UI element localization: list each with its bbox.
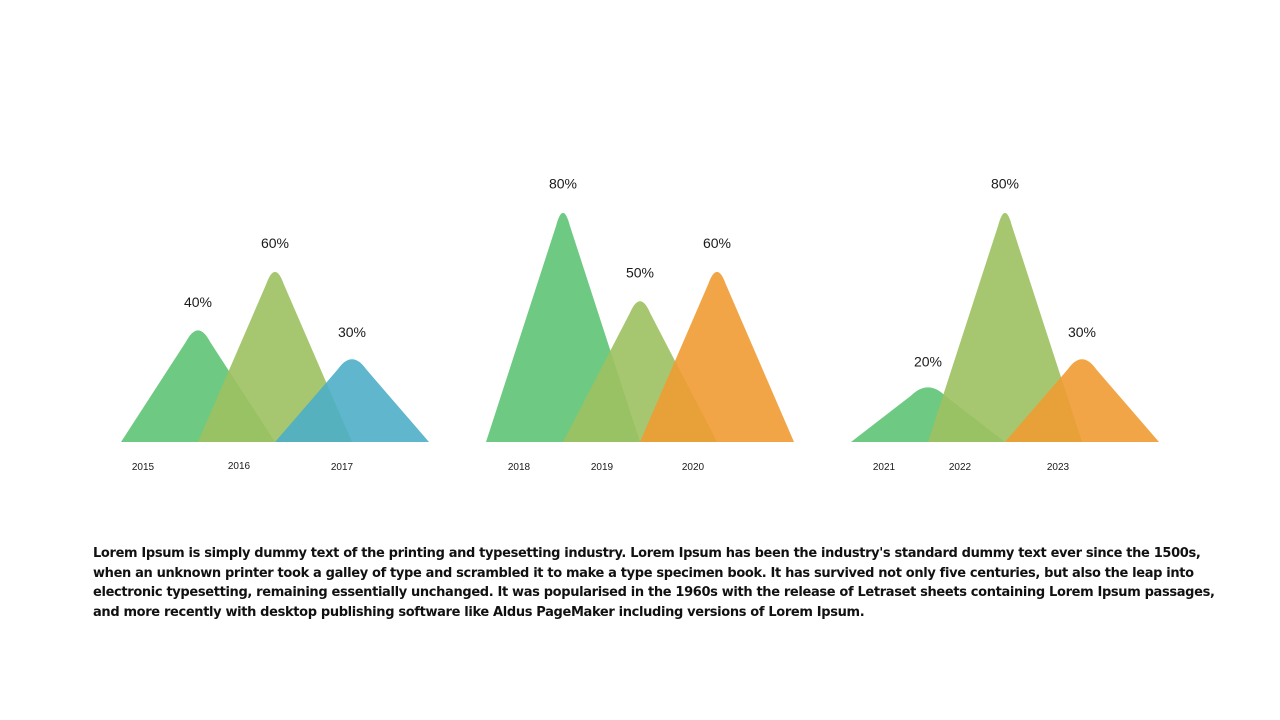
caption-text: Lorem Ipsum is simply dummy text of the … xyxy=(93,546,1215,620)
peak-2017 xyxy=(275,359,429,442)
value-label-2022: 80% xyxy=(991,175,1019,191)
year-label-2022: 2022 xyxy=(949,462,972,473)
value-label-2015: 40% xyxy=(184,294,212,310)
value-label-2018: 80% xyxy=(549,175,577,191)
year-label-2015: 2015 xyxy=(132,462,155,473)
year-label-2023: 2023 xyxy=(1047,462,1070,473)
chart-group-2: 80% 2018 50% 2019 60% 2020 xyxy=(486,175,794,473)
peak-2022 xyxy=(928,212,1082,442)
value-label-2020: 60% xyxy=(703,235,731,251)
value-label-2023: 30% xyxy=(1068,324,1096,340)
year-label-2016: 2016 xyxy=(228,461,251,472)
value-label-2019: 50% xyxy=(626,265,654,281)
chart-group-1: 40% 2015 60% 2016 30% 2017 xyxy=(121,235,429,473)
year-label-2021: 2021 xyxy=(873,462,896,473)
value-label-2016: 60% xyxy=(261,235,289,251)
peak-2023 xyxy=(1005,359,1159,442)
year-label-2019: 2019 xyxy=(591,462,614,473)
chart-group-3: 20% 2021 80% 2022 30% 2023 xyxy=(851,175,1159,473)
value-label-2021: 20% xyxy=(914,354,942,370)
year-label-2017: 2017 xyxy=(331,462,354,473)
year-label-2018: 2018 xyxy=(508,462,531,473)
peak-2020 xyxy=(640,271,794,442)
value-label-2017: 30% xyxy=(338,324,366,340)
year-label-2020: 2020 xyxy=(682,462,705,473)
